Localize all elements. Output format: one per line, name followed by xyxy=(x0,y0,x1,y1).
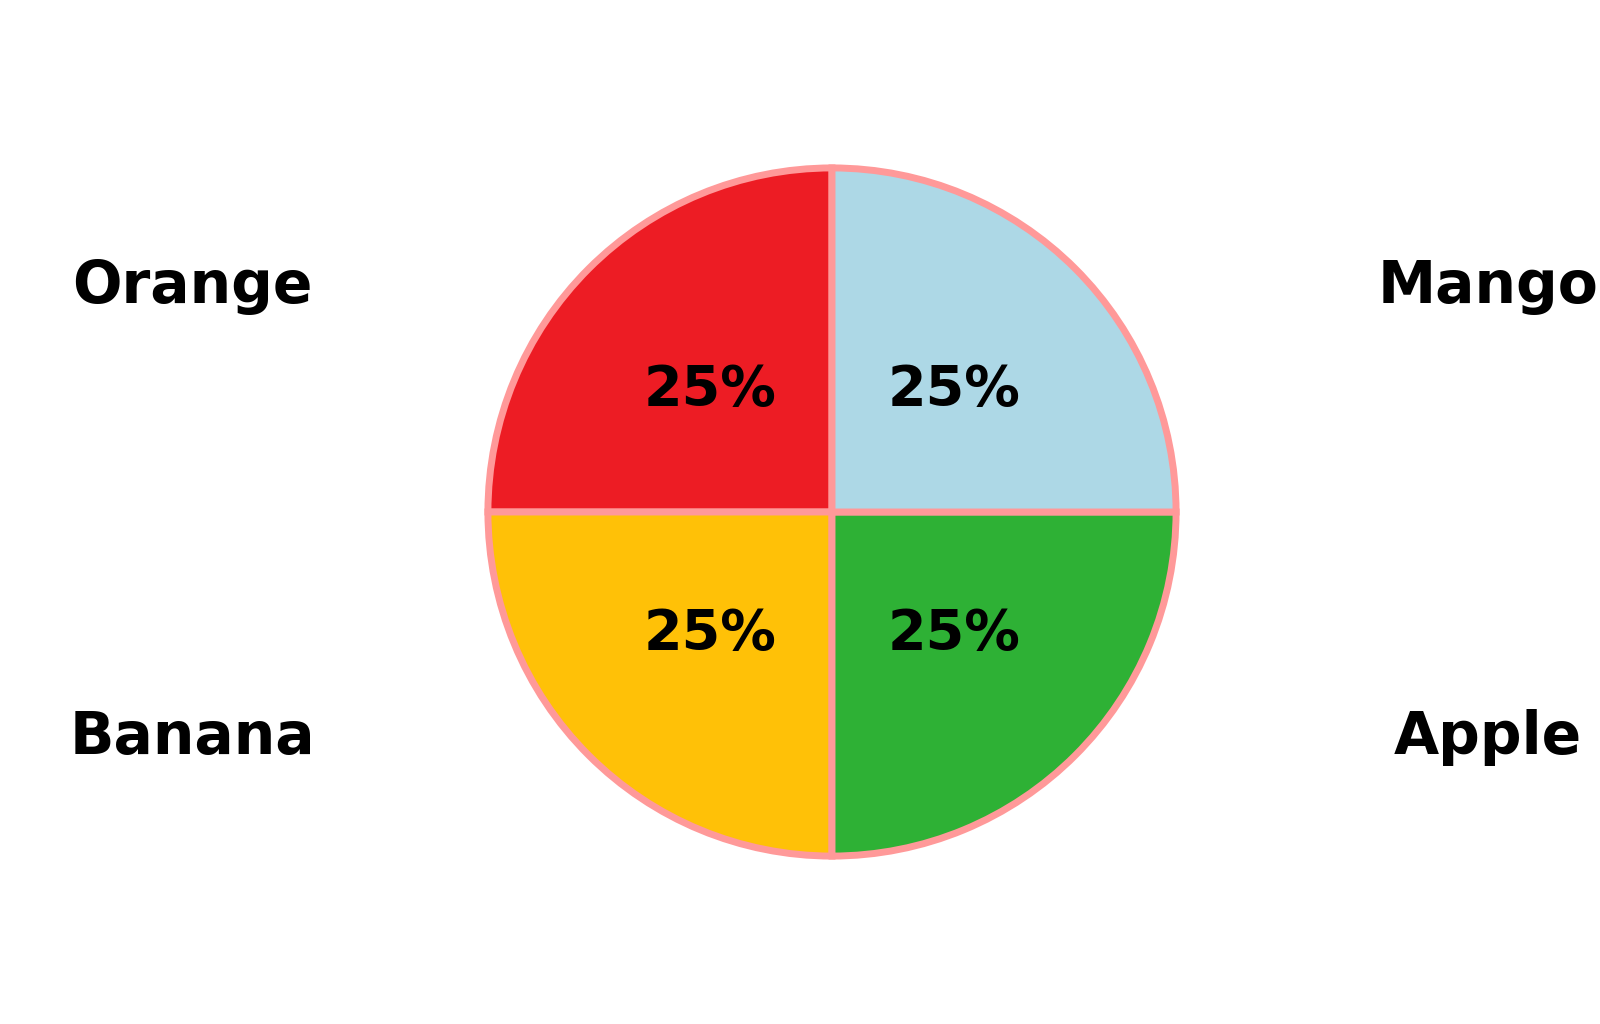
Wedge shape xyxy=(832,168,1176,512)
Text: Orange: Orange xyxy=(72,258,312,315)
Text: 25%: 25% xyxy=(643,364,776,418)
Wedge shape xyxy=(832,512,1176,856)
Text: Banana: Banana xyxy=(69,709,315,766)
Text: 25%: 25% xyxy=(643,606,776,660)
Text: Mango: Mango xyxy=(1378,258,1598,315)
Wedge shape xyxy=(488,512,832,856)
Wedge shape xyxy=(488,168,832,512)
Text: 25%: 25% xyxy=(888,364,1021,418)
Text: Apple: Apple xyxy=(1394,709,1582,766)
Text: 25%: 25% xyxy=(888,606,1021,660)
